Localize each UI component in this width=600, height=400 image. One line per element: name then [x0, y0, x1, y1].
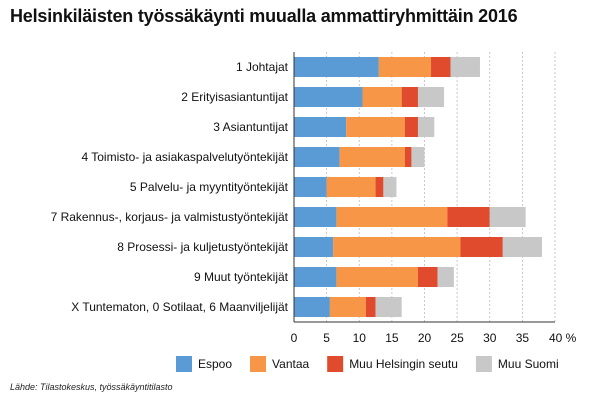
bar-segment-9-4: [375, 297, 402, 317]
legend-label: Espoo: [198, 357, 232, 371]
x-tick-label: 10: [353, 331, 367, 345]
category-label: 9 Muut työntekijät: [194, 270, 289, 284]
bar-segment-2-2: [362, 87, 402, 107]
bar-segment-7-1: [294, 237, 334, 257]
category-label: 5 Palvelu- ja myyntityöntekijät: [130, 180, 289, 194]
category-label: X Tuntematon, 0 Sotilaat, 6 Maanviljelij…: [71, 300, 288, 314]
x-tick-label: 20: [418, 331, 432, 345]
x-tick-label: 30: [483, 331, 497, 345]
bar-segment-7-4: [502, 237, 542, 257]
bar-segment-6-1: [294, 207, 337, 227]
category-label: 3 Asiantuntijat: [213, 120, 288, 134]
legend-label: Vantaa: [272, 357, 309, 371]
bar-segment-3-3: [404, 117, 418, 137]
bar-segment-1-4: [450, 57, 480, 77]
x-axis: 0 5 10 15 20 25 30 35 40 %: [291, 52, 577, 345]
legend-swatch: [250, 356, 267, 372]
bar-segment-1-2: [378, 57, 432, 77]
bar-segment-6-4: [489, 207, 526, 227]
bar-segment-5-4: [383, 177, 397, 197]
x-tick-label: 15: [385, 331, 399, 345]
bar-segment-1-3: [431, 57, 451, 77]
bar-segment-2-1: [294, 87, 363, 107]
bars-group: [294, 57, 542, 317]
bar-segment-5-1: [294, 177, 327, 197]
bar-segment-8-3: [417, 267, 438, 287]
bar-segment-3-4: [417, 117, 435, 137]
category-label: 7 Rakennus-, korjaus- ja valmistustyönte…: [51, 210, 289, 224]
bar-segment-9-1: [294, 297, 330, 317]
bar-segment-6-2: [336, 207, 448, 227]
chart-title: Helsinkiläisten työssäkäynti muualla amm…: [10, 6, 518, 26]
legend-label: Muu Suomi: [498, 357, 559, 371]
x-tick-label: 25: [450, 331, 464, 345]
bar-segment-6-3: [447, 207, 490, 227]
bar-segment-8-1: [294, 267, 337, 287]
bar-segment-2-4: [417, 87, 445, 107]
legend-swatch: [327, 356, 344, 372]
bar-segment-2-3: [401, 87, 418, 107]
bar-segment-4-3: [404, 147, 412, 167]
category-label: 4 Toimisto- ja asiakaspalvelutyöntekijät: [81, 150, 288, 164]
category-label: 1 Johtajat: [236, 60, 289, 74]
bar-segment-8-4: [437, 267, 454, 287]
category-label: 2 Erityisasiantuntijat: [181, 90, 288, 104]
category-labels: 1 Johtajat 2 Erityisasiantuntijat 3 Asiant…: [51, 60, 289, 314]
x-tick-label: 35: [516, 331, 530, 345]
bar-segment-7-2: [333, 237, 461, 257]
bar-segment-7-3: [460, 237, 503, 257]
x-tick-label: 40 %: [549, 331, 577, 345]
bar-segment-3-2: [346, 117, 405, 137]
bar-segment-4-4: [411, 147, 425, 167]
bar-segment-4-1: [294, 147, 340, 167]
bar-segment-9-3: [365, 297, 376, 317]
bar-segment-9-2: [329, 297, 366, 317]
source-note: Lähde: Tilastokeskus, työssäkäyntitilast…: [10, 382, 173, 392]
bar-segment-3-1: [294, 117, 347, 137]
bar-segment-8-2: [336, 267, 418, 287]
bar-segment-1-1: [294, 57, 379, 77]
legend-swatch: [176, 356, 192, 372]
bar-segment-5-2: [326, 177, 376, 197]
bar-segment-5-3: [375, 177, 384, 197]
legend: Espoo Vantaa Muu Helsingin seutu Muu Suomi: [176, 356, 559, 372]
legend-label: Muu Helsingin seutu: [349, 357, 458, 371]
x-tick-label: 0: [291, 331, 298, 345]
legend-swatch: [475, 356, 492, 372]
x-tick-label: 5: [323, 331, 330, 345]
bar-segment-4-2: [339, 147, 405, 167]
category-label: 8 Prosessi- ja kuljetustyöntekijät: [117, 240, 288, 254]
